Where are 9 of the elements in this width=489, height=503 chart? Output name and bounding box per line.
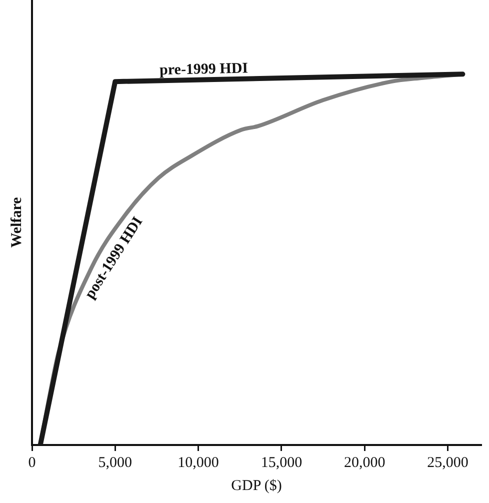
x-tick-label: 15,000 — [260, 454, 302, 471]
x-tick-label: 0 — [28, 454, 36, 471]
x-tick-label: 25,000 — [427, 454, 468, 471]
x-tick-label: 10,000 — [178, 454, 219, 471]
x-tick-label: 20,000 — [344, 454, 386, 471]
series-label: pre-1999 HDI — [159, 60, 248, 79]
x-tick-label: 5,000 — [98, 454, 132, 471]
x-axis-title: GDP ($) — [231, 478, 282, 494]
y-axis-title: Welfare — [8, 196, 25, 248]
